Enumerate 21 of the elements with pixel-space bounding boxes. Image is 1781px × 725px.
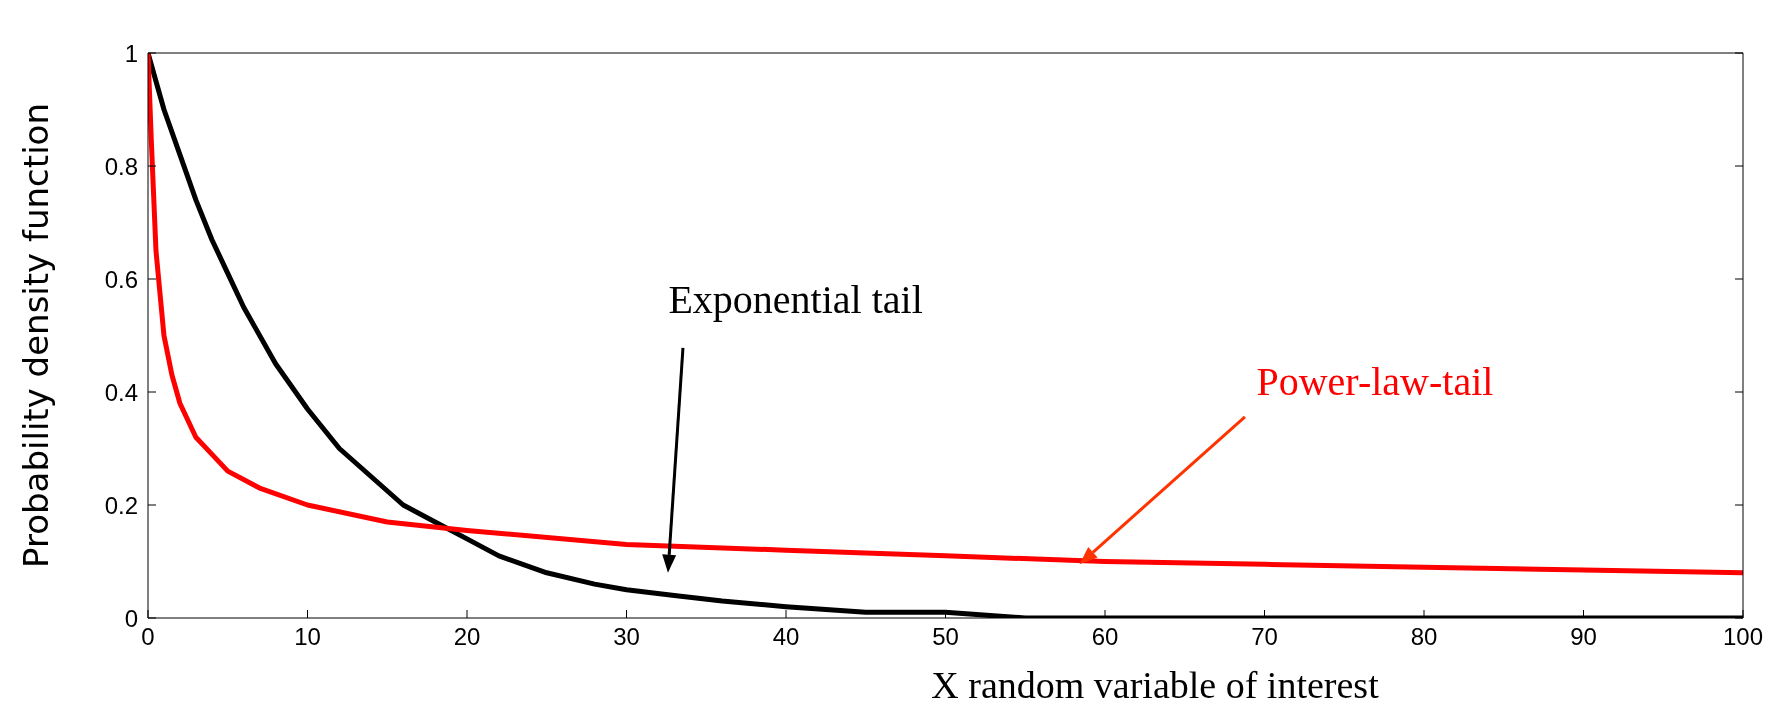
y-tick-label: 0.8 [104,152,138,180]
annotation: Power-law-tail [1256,358,1494,404]
x-tick-label: 30 [613,623,640,651]
x-tick-label: 100 [1722,623,1764,651]
x-tick-label: 60 [1091,623,1119,651]
x-tick-label: 20 [453,623,481,651]
x-tick-label: 90 [1570,623,1597,651]
x-tick-label: 80 [1410,623,1438,651]
annotation: Exponential tail [668,276,923,322]
y-tick-label: 1 [124,39,138,67]
y-tick-label: 0 [124,604,138,632]
y-tick-label: 0.2 [104,491,138,519]
x-tick-label: 50 [932,623,959,651]
y-tick-label: 0.4 [104,378,138,406]
x-tick-label: 0 [141,623,155,651]
x-tick-label: 10 [294,623,321,651]
x-tick-label: 40 [772,623,800,651]
x-tick-label: 70 [1251,623,1278,651]
y-axis-title: Probability density function [16,103,56,568]
x-axis-title: X random variable of interest [931,664,1380,706]
y-tick-label: 0.6 [104,265,138,293]
